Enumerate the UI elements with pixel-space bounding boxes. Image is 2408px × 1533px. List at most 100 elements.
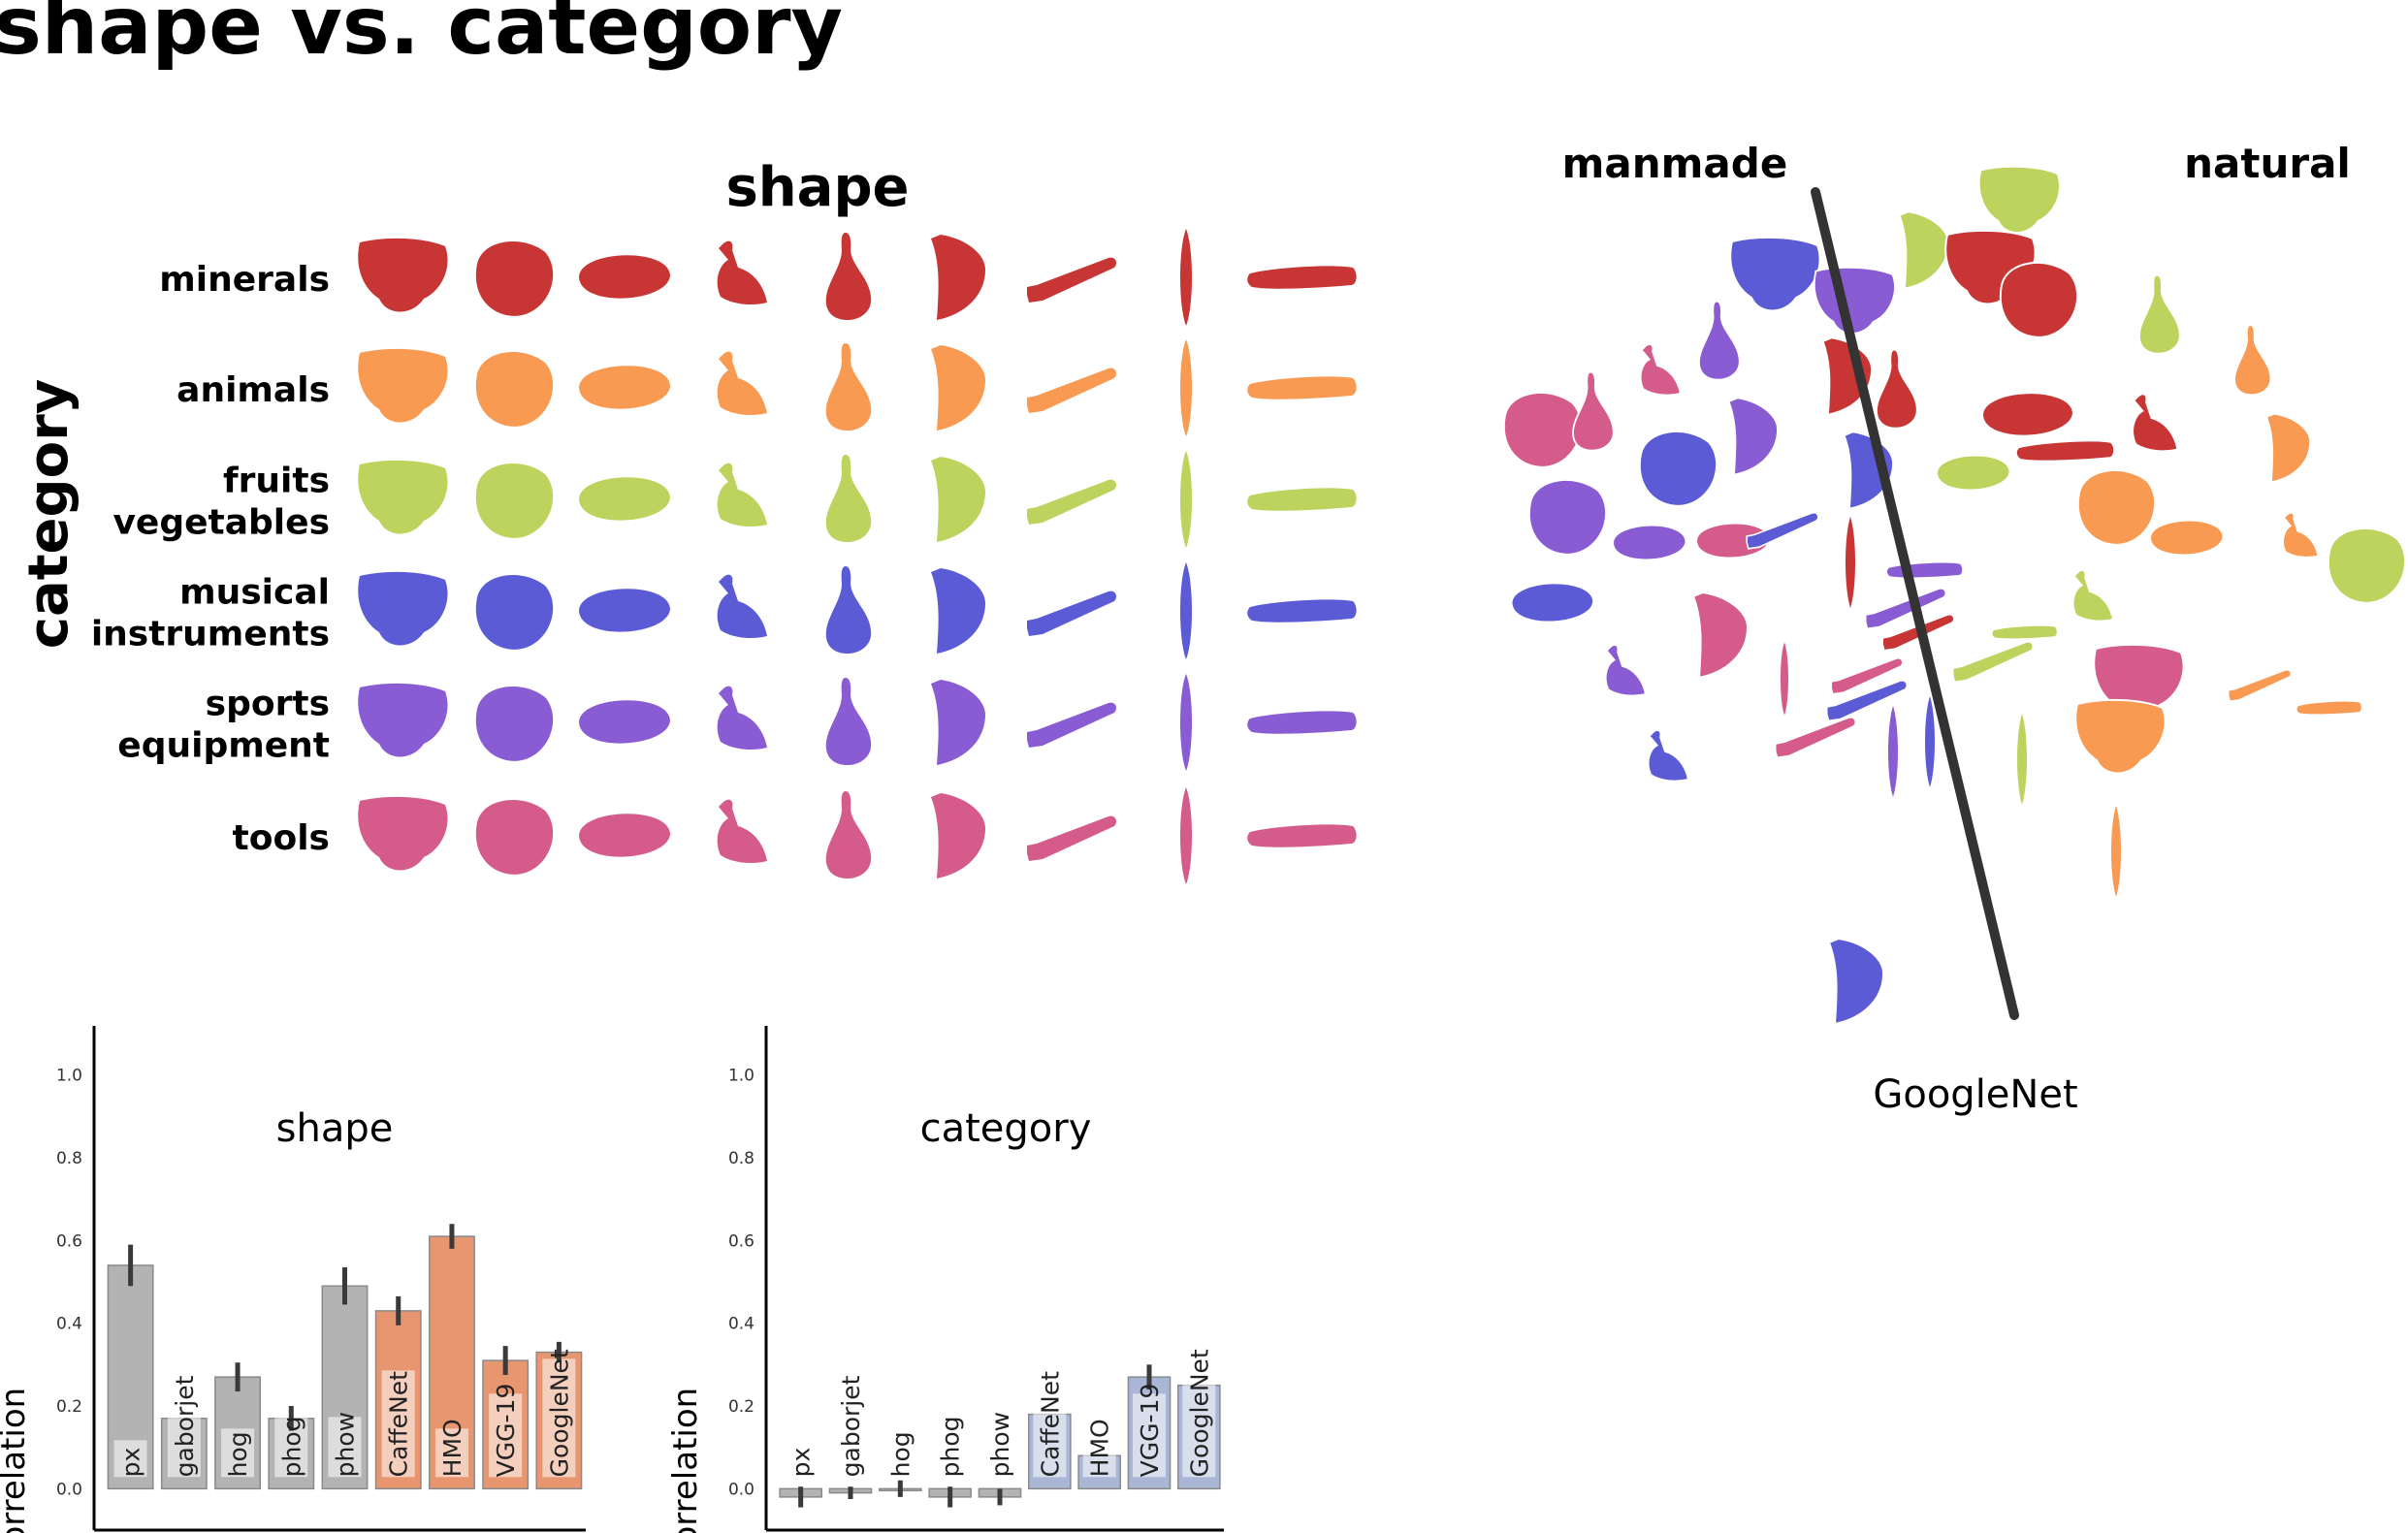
bar-label-box — [434, 1428, 468, 1478]
x-tick-label: phow — [332, 1412, 360, 1477]
spindle-icon — [1180, 787, 1192, 884]
wedge-icon — [931, 568, 985, 654]
spindle-icon — [1180, 562, 1192, 659]
wedge-icon — [931, 345, 985, 431]
spindle-icon — [1180, 229, 1192, 326]
wedge-icon — [2265, 412, 2311, 484]
x-tick-label: phow — [986, 1412, 1014, 1477]
shape-column-header: shape — [725, 156, 909, 219]
y-tick-label: 0.2 — [728, 1397, 755, 1417]
hammer-icon — [717, 799, 767, 863]
x-tick-label: CaffeNet — [1036, 1371, 1064, 1477]
hammer-icon — [1640, 343, 1682, 397]
blob-wide-icon — [358, 571, 448, 646]
stick-icon — [1027, 815, 1116, 861]
y-tick-label: 0.2 — [56, 1397, 82, 1417]
hammer-icon — [1605, 644, 1647, 697]
blob-round-icon — [1527, 478, 1608, 556]
oval-icon — [579, 814, 670, 857]
hammer-icon — [2282, 512, 2320, 559]
stick-icon — [1774, 716, 1857, 759]
blob-wide-icon — [358, 238, 448, 312]
y-axis-label: correlation — [666, 1388, 705, 1533]
spindle-icon — [1844, 511, 1857, 614]
bar-icon — [2015, 439, 2115, 463]
category-row-label: animals — [177, 370, 330, 410]
blob-wide-icon — [1814, 267, 1896, 335]
bar-icon — [1991, 624, 2058, 640]
oval-icon — [579, 700, 670, 744]
spindle-icon — [1923, 690, 1937, 793]
oval-icon — [579, 255, 670, 299]
bulb-icon — [825, 566, 872, 654]
stick-icon — [1027, 479, 1116, 525]
y-tick-label: 0.6 — [56, 1231, 82, 1251]
x-tick-label: gaborjet — [171, 1375, 199, 1477]
stick-icon — [1825, 679, 1909, 722]
bar-icon — [1247, 824, 1357, 847]
oval-icon — [1980, 392, 2075, 437]
manmade-label: manmade — [1562, 140, 1788, 187]
oval-icon — [579, 589, 670, 632]
spindle-icon — [2015, 708, 2029, 811]
bulb-icon — [1572, 370, 1615, 452]
blob-round-icon — [475, 686, 554, 761]
wedge-icon — [1727, 397, 1779, 476]
hammer-icon — [717, 463, 767, 527]
wedge-icon — [931, 457, 985, 542]
spindle-icon — [2109, 800, 2123, 903]
y-tick-label: 1.0 — [728, 1067, 755, 1086]
bulb-icon — [1876, 348, 1918, 430]
blob-wide-icon — [358, 683, 448, 757]
embedding-caption: GoogleNet — [1873, 1072, 2077, 1117]
blob-wide-icon — [1978, 166, 2061, 234]
blob-wide-icon — [358, 796, 448, 871]
x-tick-label: hog — [224, 1431, 252, 1477]
bar-label-box — [328, 1417, 362, 1478]
x-tick-label: phog — [937, 1416, 965, 1477]
x-tick-label: phog — [277, 1416, 305, 1477]
bar-label-box — [983, 1417, 1016, 1478]
hammer-icon — [2132, 393, 2179, 453]
blob-round-icon — [475, 463, 554, 538]
bulb-icon — [825, 678, 872, 765]
figure-title: shape vs. category — [0, 0, 843, 73]
blob-round-icon — [475, 240, 554, 316]
x-tick-label: hog — [886, 1431, 915, 1477]
chart-title: shape — [276, 1106, 394, 1151]
stick-icon — [2228, 669, 2292, 702]
oval-icon — [1936, 454, 2011, 492]
y-tick-label: 0.8 — [728, 1149, 755, 1168]
blob-round-icon — [475, 574, 554, 650]
blob-wide-icon — [2074, 698, 2167, 775]
y-tick-label: 1.0 — [56, 1067, 82, 1086]
bar-icon — [1247, 488, 1357, 511]
blob-wide-icon — [358, 460, 448, 534]
bar-label-box — [784, 1440, 818, 1478]
category-row-label: instruments — [91, 615, 330, 655]
wedge-icon — [931, 680, 985, 765]
bar-icon — [1247, 599, 1357, 623]
bar-label-box — [883, 1428, 917, 1478]
hammer-icon — [717, 240, 767, 304]
bar-label-box — [221, 1428, 255, 1478]
y-tick-label: 0.0 — [56, 1480, 82, 1499]
bar-icon — [1885, 561, 1964, 579]
blob-wide-icon — [358, 348, 448, 423]
y-tick-label: 0.4 — [56, 1315, 82, 1334]
stick-icon — [1830, 656, 1904, 695]
category-row-label: tools — [233, 818, 330, 858]
hammer-icon — [717, 351, 767, 415]
chart-title: category — [920, 1106, 1092, 1151]
googlenet-embedding: manmade natural GoogleNet — [1502, 140, 2407, 1117]
bar-label-box — [167, 1370, 201, 1478]
spindle-icon — [1180, 674, 1192, 771]
blob-round-icon — [1502, 391, 1583, 468]
blob-wide-icon — [1729, 236, 1821, 312]
wedge-icon — [931, 793, 985, 878]
blob-round-icon — [475, 351, 554, 427]
spindle-icon — [1180, 451, 1192, 548]
spindle-icon — [1779, 637, 1790, 720]
oval-icon — [1510, 582, 1595, 623]
